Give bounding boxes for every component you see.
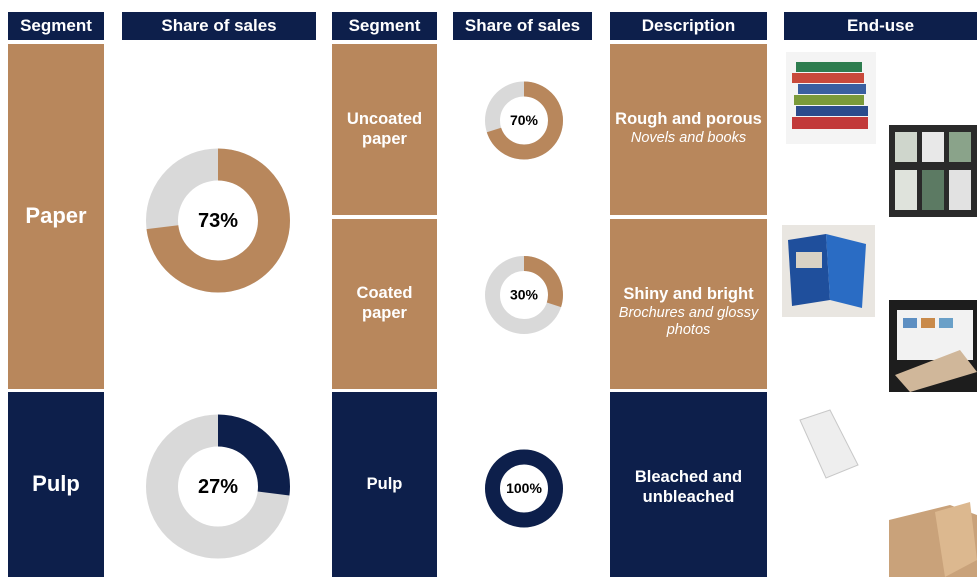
photos-image — [889, 300, 977, 392]
segment-name: Pulp — [32, 471, 80, 497]
column-header: Segment — [8, 12, 104, 40]
white-sheet-image — [799, 409, 859, 479]
header-text: Share of sales — [464, 15, 581, 35]
segment-cell: Paper — [8, 44, 104, 389]
column-header: Share of sales — [122, 12, 316, 40]
donut-label: 27% — [198, 476, 238, 498]
description-cell: Bleached and unbleached — [610, 392, 767, 577]
donut-label: 100% — [506, 480, 542, 496]
description-cell: Rough and porous Novels and books — [610, 44, 767, 215]
donut-arc — [146, 414, 290, 559]
description-cell: Shiny and bright Brochures and glossy pho… — [610, 219, 767, 389]
donut-arc — [146, 148, 290, 293]
brochure-image — [782, 225, 875, 317]
header-text: Description — [641, 15, 736, 35]
donut-label: 70% — [510, 112, 539, 128]
subsegment-name: Uncoated paper — [346, 109, 423, 148]
segment-cell: Pulp — [8, 392, 104, 577]
donut-arc — [485, 81, 563, 160]
header-text: Share of sales — [161, 15, 277, 35]
donut-arc — [485, 256, 563, 334]
magazine-image — [889, 125, 977, 217]
books-image — [786, 52, 876, 144]
description-text: Rough and porous — [615, 110, 762, 128]
header-text: Segment — [348, 15, 421, 35]
segment-name: Paper — [25, 203, 87, 229]
header-text: Segment — [20, 15, 92, 35]
header-text: End-use — [846, 15, 915, 35]
column-header: Share of sales — [453, 12, 592, 40]
donut-label: 73% — [198, 210, 238, 232]
subsegment-name: Coated paper — [356, 284, 413, 322]
subsegment-cell: Coated paper — [332, 219, 437, 389]
subsegment-cell: Pulp — [332, 392, 437, 577]
subsegment-cell: Uncoated paper — [332, 44, 437, 215]
column-header: Segment — [332, 12, 437, 40]
donut-arc — [485, 449, 563, 528]
donut-label: 30% — [510, 287, 539, 303]
cardboard-image — [889, 502, 977, 577]
use-text: Novels and books — [630, 129, 747, 146]
use-text: Brochures and glossy photos — [618, 304, 759, 339]
description-text: Shiny and bright — [623, 285, 754, 303]
column-header: Description — [610, 12, 767, 40]
end-use-images — [782, 52, 977, 577]
column-header: End-use — [784, 12, 977, 40]
subsegment-name: Pulp — [366, 474, 403, 493]
description-text: Bleached and unbleached — [634, 468, 743, 506]
